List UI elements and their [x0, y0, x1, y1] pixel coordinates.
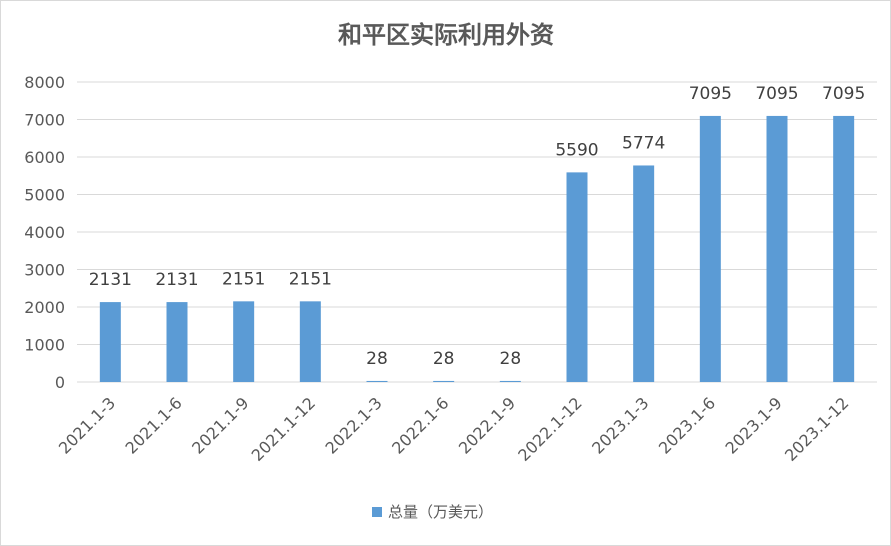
- data-label: 5774: [622, 133, 665, 153]
- bar: [833, 115, 855, 382]
- bar: [99, 302, 121, 382]
- data-label: 28: [366, 349, 388, 369]
- y-tick-label: 3000: [24, 261, 65, 280]
- bar: [566, 172, 588, 382]
- bar-series: [99, 115, 855, 382]
- x-tick-label: 2021.1-9: [188, 393, 252, 457]
- data-label: 28: [433, 349, 455, 369]
- x-tick-label: 2023.1-12: [781, 393, 853, 465]
- bar: [299, 301, 321, 382]
- chart-title: 和平区实际利用外资: [338, 21, 554, 49]
- data-label: 7095: [689, 84, 732, 104]
- data-label: 28: [500, 349, 522, 369]
- x-tick-label: 2021.1-6: [122, 393, 186, 457]
- bar: [433, 380, 455, 382]
- y-axis-ticks: 0 1000 2000 3000 4000 5000 6000 7000 8000: [24, 73, 65, 392]
- legend-swatch: [372, 507, 382, 517]
- legend-label: 总量（万美元）: [388, 503, 493, 521]
- y-tick-label: 0: [55, 373, 65, 392]
- x-tick-label: 2022.1-3: [322, 393, 386, 457]
- y-tick-label: 8000: [24, 73, 65, 92]
- x-tick-label: 2023.1-9: [722, 393, 786, 457]
- y-tick-label: 5000: [24, 186, 65, 205]
- gridlines: [77, 81, 877, 383]
- x-tick-label: 2022.1-6: [388, 393, 452, 457]
- bar: [499, 380, 521, 382]
- y-tick-label: 4000: [24, 223, 65, 242]
- data-labels: 2131 2131 2151 2151 28 28 28 5590 5774 7095 7095 70…: [89, 84, 866, 369]
- data-label: 2151: [222, 269, 265, 289]
- data-label: 2131: [155, 270, 198, 290]
- data-label: 5590: [555, 140, 598, 160]
- data-label: 7095: [822, 84, 865, 104]
- y-tick-label: 7000: [24, 111, 65, 130]
- x-tick-label: 2023.1-3: [588, 393, 652, 457]
- x-tick-label: 2022.1-12: [514, 393, 586, 465]
- x-tick-label: 2022.1-9: [455, 393, 519, 457]
- x-tick-label: 2023.1-6: [655, 393, 719, 457]
- bar: [699, 115, 721, 382]
- y-tick-label: 2000: [24, 298, 65, 317]
- y-tick-label: 1000: [24, 336, 65, 355]
- x-tick-label: 2021.1-3: [55, 393, 119, 457]
- data-label: 2151: [289, 269, 332, 289]
- x-tick-label: 2021.1-12: [248, 393, 320, 465]
- y-tick-label: 6000: [24, 148, 65, 167]
- bar: [233, 301, 255, 382]
- bar: [366, 380, 388, 382]
- bar: [633, 165, 655, 382]
- bar: [166, 302, 188, 382]
- data-label: 2131: [89, 270, 132, 290]
- legend: 总量（万美元）: [372, 503, 493, 521]
- data-label: 7095: [755, 84, 798, 104]
- bar: [766, 115, 788, 382]
